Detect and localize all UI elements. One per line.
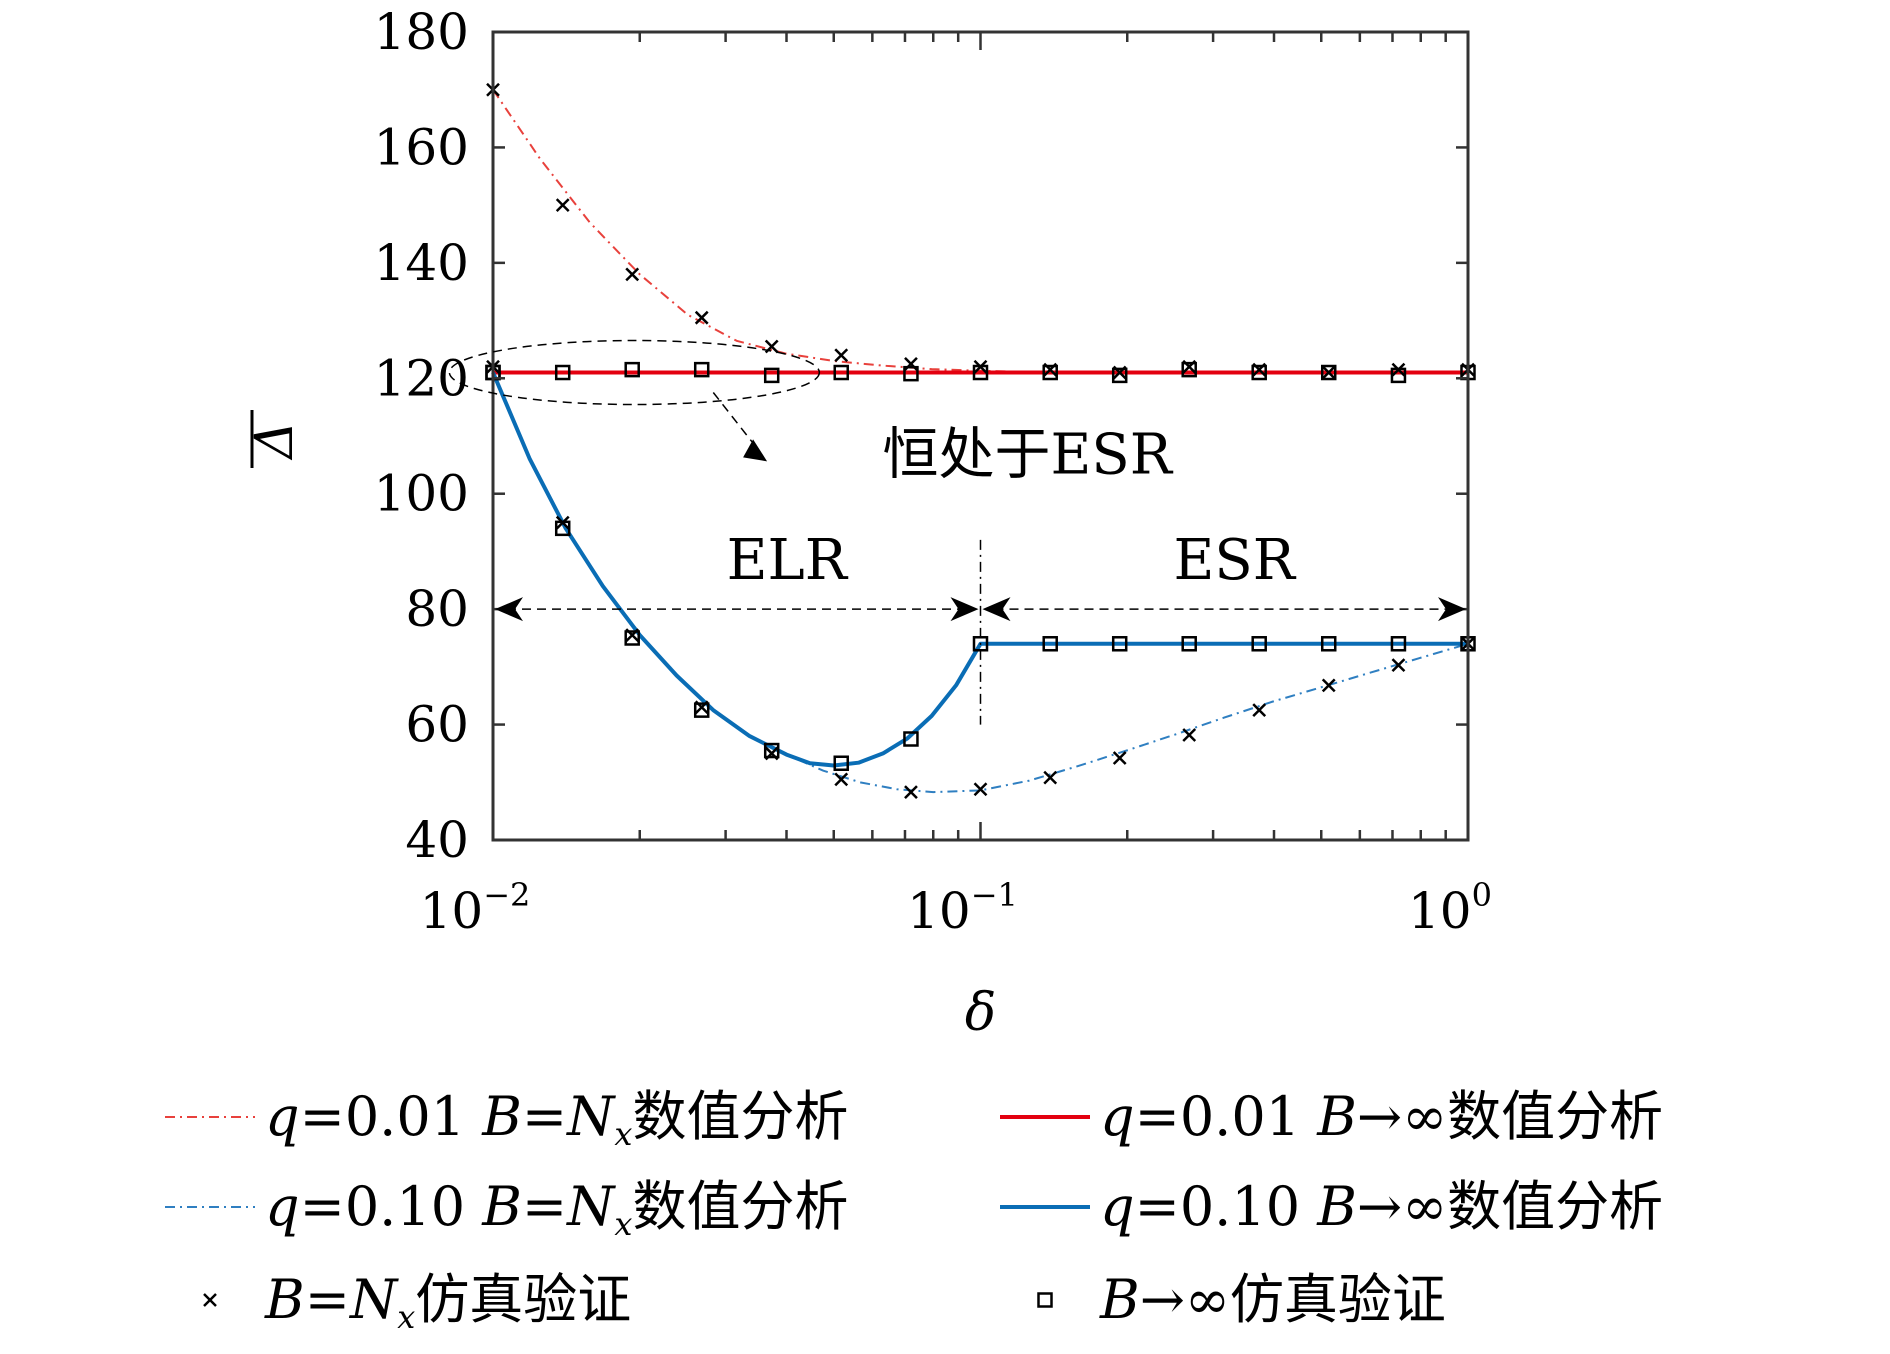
axis-ticks: 40 60 80 100 120 140 160 180 10−2 10−1 100 δ Δ [245,3,1492,1043]
marker-cross [904,785,918,799]
marker-cross [555,198,570,213]
marker-cross [834,348,849,363]
marker-cross [1391,658,1406,673]
marker-cross [625,267,640,282]
marker-square [554,520,571,537]
x-tick-label: 100 [1408,876,1492,940]
note-ellipse [448,339,821,406]
marker-cross [973,782,988,797]
note-arrow-line [712,392,758,449]
series-line-0 [492,89,1468,374]
legend-label: q=0.01 B=Nx数值分析 [265,1085,848,1153]
note-text: 恒处于ESR [883,422,1174,487]
marker-square [972,364,989,381]
marker-square [1320,364,1337,381]
legend-entry-q010-inf: q=0.10 B→∞数值分析 [1000,1175,1663,1238]
marker-cross [1182,728,1197,742]
legend-label: q=0.01 B→∞数值分析 [1100,1085,1663,1148]
marker-square [1111,636,1128,652]
marker-square [903,365,919,382]
legend-entry-q001-inf: q=0.01 B→∞数值分析 [1000,1085,1663,1148]
marker-cross-stroke [1252,703,1267,718]
elr-arrowhead-right [950,597,979,622]
y-tick-label: 120 [374,349,469,407]
marker-square [1042,364,1058,381]
marker-square [1390,636,1407,652]
marker-cross-stroke [904,785,918,799]
esr-arrowhead-left [982,597,1011,622]
marker-square [1181,636,1197,652]
marker-square [763,742,780,759]
y-tick-label: 100 [374,465,469,523]
marker-square [1111,367,1128,384]
region-label-elr: ELR [727,528,849,593]
marker-square [1251,364,1267,381]
series-line-3 [491,371,1468,768]
legend-swatch-cross [203,1293,217,1307]
x-tick-label: 10−1 [907,876,1018,940]
y-tick-label: 60 [405,696,469,754]
marker-square [1320,636,1337,652]
legend-entry-q001-finite: q=0.01 B=Nx数值分析 [165,1085,848,1153]
marker-cross-stroke [1043,770,1058,785]
marker-cross-stroke [1321,365,1336,380]
marker-cross-stroke [834,772,849,787]
marker-square [1251,636,1267,652]
legend-entry-q010-finite: q=0.10 B=Nx数值分析 [165,1175,848,1243]
y-axis-label: Δ [245,421,305,461]
marker-square [624,361,640,378]
y-tick-label: 160 [374,118,469,176]
marker-cross-stroke [625,267,640,282]
y-tick-label: 40 [405,811,469,869]
marker-square [833,755,849,771]
annotations: 恒处于ESR ELR ESR [448,339,1466,725]
marker-square [763,367,780,384]
y-tick-label: 80 [405,580,469,638]
marker-cross-stroke [1391,658,1406,673]
marker-square [624,630,640,646]
legend-entry-sim-inf: B→∞仿真验证 [1037,1268,1446,1331]
marker-square [554,364,571,381]
marker-cross [1112,751,1127,765]
marker-square [693,702,710,718]
marker-square [903,731,919,747]
legend: q=0.01 B=Nx数值分析 q=0.01 B→∞数值分析 q=0.10 B=Nx… [165,1085,1663,1336]
marker-square [1181,361,1197,378]
legend-swatch-square [1037,1292,1053,1308]
marker-square [693,361,710,378]
legend-label: B=Nx仿真验证 [264,1268,631,1336]
marker-cross-stroke [555,198,570,213]
esr-arrowhead-right [1438,597,1466,622]
marker-cross [1252,703,1267,718]
legend-entry-sim-finite: B=Nx仿真验证 [203,1268,631,1336]
marker-cross [834,772,849,787]
marker-cross [694,310,709,325]
marker-cross-stroke [973,782,988,797]
note-arrow-head [743,439,768,462]
marker-cross-stroke [694,310,709,325]
legend-label: q=0.10 B=Nx数值分析 [265,1175,848,1243]
region-label-esr: ESR [1174,528,1297,593]
x-axis-label: δ [965,983,996,1043]
marker-cross-stroke [1182,728,1197,742]
legend-label: q=0.10 B→∞数值分析 [1100,1175,1663,1238]
marker-cross [1043,770,1058,785]
y-tick-label: 140 [374,234,469,292]
marker-cross-stroke [1112,751,1127,765]
marker-cross [1321,365,1336,380]
plot-area [485,82,1476,799]
x-tick-label: 10−2 [420,876,531,940]
y-tick-label: 180 [374,3,469,61]
marker-cross-stroke [1321,678,1336,693]
marker-cross-stroke [834,348,849,363]
marker-square [1390,367,1407,384]
marker-cross [1321,678,1336,693]
marker-square [833,364,849,381]
legend-label: B→∞仿真验证 [1099,1268,1446,1331]
elr-arrowhead-left [495,597,523,622]
marker-square [1042,636,1058,652]
